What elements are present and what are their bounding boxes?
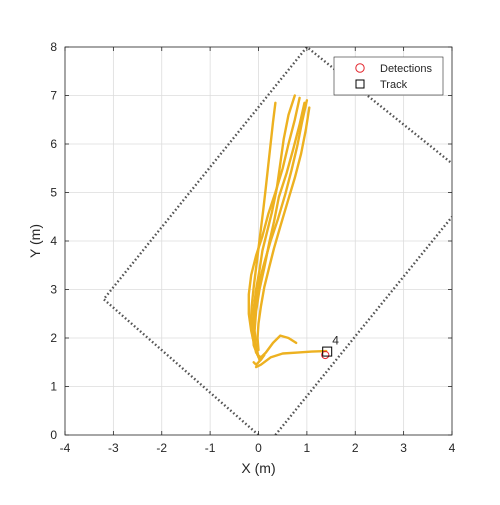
y-axis-label: Y (m) xyxy=(27,224,43,258)
x-tick-label: 0 xyxy=(255,441,262,455)
legend-label-track: Track xyxy=(380,79,408,91)
y-tick-label: 1 xyxy=(50,380,57,394)
y-tick-label: 4 xyxy=(50,234,57,248)
legend[interactable]: Detections Track xyxy=(333,56,444,96)
x-tick-label: -2 xyxy=(156,441,167,455)
y-tick-label: 7 xyxy=(50,89,57,103)
x-tick-label: 4 xyxy=(449,441,456,455)
current-markers: 4 xyxy=(321,334,339,360)
x-tick-label: -4 xyxy=(60,441,71,455)
y-tick-label: 5 xyxy=(50,186,57,200)
track-history-line xyxy=(252,353,266,366)
detection-legend-marker-icon xyxy=(355,63,365,73)
track-history xyxy=(247,94,328,369)
x-tick-label: 1 xyxy=(304,441,311,455)
x-axis-label: X (m) xyxy=(241,460,275,476)
track-id-label: 4 xyxy=(332,334,339,348)
track-legend-marker-icon xyxy=(355,79,365,89)
legend-label-detections: Detections xyxy=(380,63,432,75)
x-tick-label: -1 xyxy=(205,441,216,455)
y-tick-label: 8 xyxy=(50,40,57,54)
y-tick-label: 6 xyxy=(50,137,57,151)
y-tick-label: 0 xyxy=(50,428,57,442)
legend-entry-detections[interactable]: Detections xyxy=(355,63,433,75)
track-marker xyxy=(322,346,333,357)
legend-entry-track[interactable]: Track xyxy=(355,79,408,91)
x-axis-ticks: -4 -3 -2 -1 0 1 2 3 4 xyxy=(60,47,456,455)
y-tick-label: 2 xyxy=(50,331,57,345)
x-tick-label: -3 xyxy=(108,441,119,455)
coverage-inner-boundary xyxy=(274,216,452,435)
legend-box xyxy=(333,56,444,96)
detection-marker xyxy=(321,350,330,360)
y-tick-label: 3 xyxy=(50,283,57,297)
x-tick-label: 3 xyxy=(400,441,407,455)
track-history-line xyxy=(254,349,328,369)
x-tick-label: 2 xyxy=(352,441,359,455)
track-history-line xyxy=(252,99,309,354)
sensor-coverage-boundary xyxy=(102,47,452,435)
y-axis-ticks: 0 1 2 3 4 5 6 7 8 xyxy=(50,40,452,442)
track-history-line xyxy=(249,101,277,352)
track-history-line xyxy=(259,334,298,359)
track-history-line xyxy=(256,106,311,352)
